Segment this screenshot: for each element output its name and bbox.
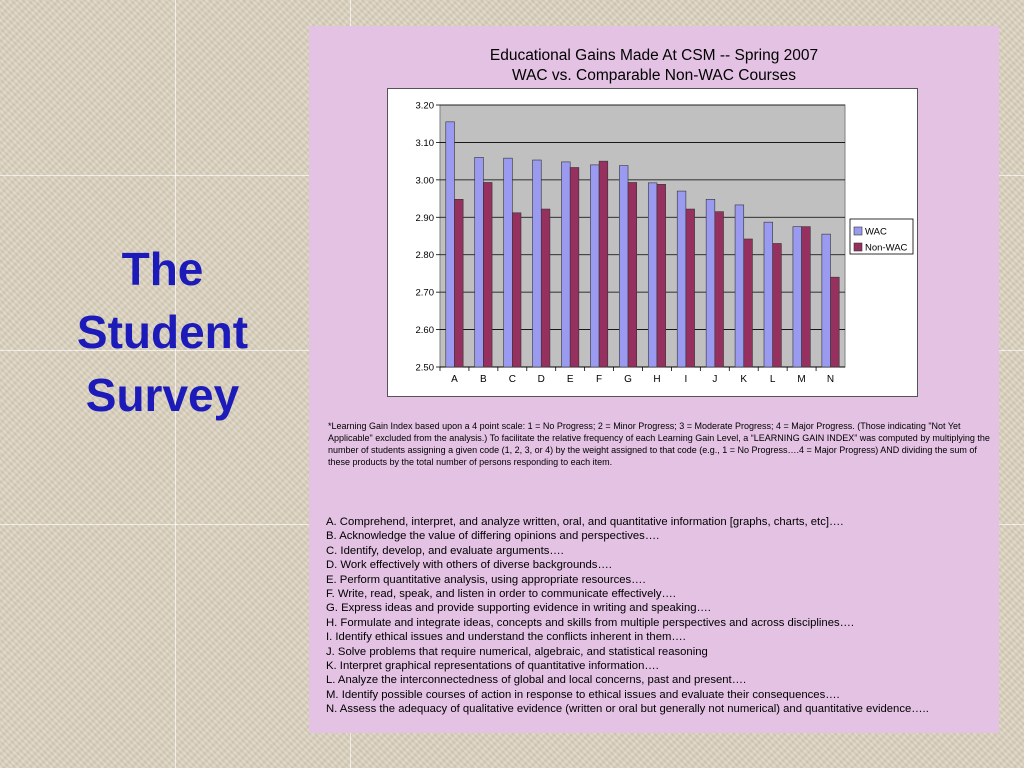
x-tick-label: A bbox=[451, 374, 458, 385]
bar-wac-E bbox=[561, 161, 571, 368]
bar-wac-C bbox=[503, 157, 513, 368]
x-tick-label: J bbox=[712, 374, 717, 385]
criteria-item: B. Acknowledge the value of differing op… bbox=[326, 530, 660, 543]
x-tick-label: D bbox=[538, 374, 545, 385]
x-tick-label: H bbox=[653, 374, 660, 385]
bar-non-wac-F bbox=[598, 160, 609, 368]
footnote: *Learning Gain Index based upon a 4 poin… bbox=[328, 421, 990, 467]
bar-wac-L bbox=[763, 221, 773, 368]
slide-title-line: The bbox=[121, 243, 204, 295]
x-tick-label: F bbox=[596, 374, 602, 385]
slide-title: The Student Survey bbox=[30, 238, 295, 427]
bar-non-wac-I bbox=[685, 208, 695, 368]
criteria-item: M. Identify possible courses of action i… bbox=[326, 688, 840, 701]
criteria-item: F. Write, read, speak, and listen in ord… bbox=[326, 587, 676, 600]
bar-non-wac-A bbox=[454, 199, 464, 368]
criteria-item: G. Express ideas and provide supporting … bbox=[326, 602, 711, 615]
x-tick-label: B bbox=[480, 374, 487, 385]
bar-chart: 2.50 2.60 2.70 2.80 2.90 3.00 3.10 3.20 A B C D E F G H… bbox=[416, 101, 914, 385]
legend-label: Non-WAC bbox=[865, 243, 908, 254]
y-tick-label: 2.50 bbox=[416, 363, 435, 374]
x-tick-label: L bbox=[770, 374, 776, 385]
legend-swatch bbox=[853, 242, 863, 252]
bar-non-wac-L bbox=[772, 243, 782, 368]
slide-title-line: Student bbox=[76, 306, 249, 358]
y-tick-label: 2.80 bbox=[416, 250, 435, 261]
bar-non-wac-J bbox=[714, 211, 724, 368]
bar-non-wac-C bbox=[512, 212, 522, 368]
bar-wac-J bbox=[705, 199, 716, 368]
bar-wac-D bbox=[532, 159, 542, 368]
y-tick-label: 3.00 bbox=[416, 175, 435, 186]
x-tick-label: K bbox=[740, 374, 747, 385]
criteria-item: K. Interpret graphical representations o… bbox=[326, 659, 659, 672]
x-tick-label: I bbox=[685, 374, 688, 385]
criteria-item: A. Comprehend, interpret, and analyze wr… bbox=[326, 516, 844, 528]
legend-swatch bbox=[853, 226, 863, 236]
chart-title: Educational Gains Made At CSM -- Spring … bbox=[489, 47, 819, 64]
y-tick-label: 2.70 bbox=[416, 288, 435, 299]
bar-non-wac-D bbox=[540, 208, 551, 368]
bar-wac-A bbox=[445, 121, 455, 368]
bar-non-wac-K bbox=[743, 238, 753, 368]
criteria-item: I. Identify ethical issues and understan… bbox=[326, 631, 686, 644]
slide-title-line: Survey bbox=[85, 369, 240, 421]
tile-seam bbox=[175, 0, 176, 768]
criteria-item: L. Analyze the interconnectedness of glo… bbox=[326, 674, 747, 687]
y-tick-label: 3.10 bbox=[416, 138, 435, 149]
plot-area bbox=[439, 104, 846, 368]
bar-non-wac-M bbox=[801, 226, 811, 368]
bar-non-wac-E bbox=[569, 167, 580, 368]
criteria-item: J. Solve problems that require numerical… bbox=[326, 645, 708, 658]
y-tick-label: 2.60 bbox=[416, 325, 435, 336]
bar-non-wac-B bbox=[483, 182, 493, 368]
x-tick-label: E bbox=[567, 374, 574, 385]
criteria-list: A. Comprehend, interpret, and analyze wr… bbox=[326, 515, 996, 716]
bar-wac-H bbox=[647, 182, 658, 368]
bar-wac-N bbox=[821, 233, 831, 368]
y-tick-label: 2.90 bbox=[416, 213, 435, 224]
x-tick-label: N bbox=[827, 374, 834, 385]
bar-non-wac-N bbox=[830, 276, 840, 368]
chart-subtitle: WAC vs. Comparable Non-WAC Courses bbox=[512, 67, 796, 84]
bar-wac-I bbox=[676, 190, 687, 368]
bar-wac-M bbox=[792, 226, 802, 368]
legend-label: WAC bbox=[865, 227, 887, 238]
x-tick-label: C bbox=[509, 374, 516, 385]
bar-wac-G bbox=[619, 165, 629, 368]
criteria-item: D. Work effectively with others of diver… bbox=[326, 559, 612, 572]
criteria-item: C. Identify, develop, and evaluate argum… bbox=[326, 544, 564, 557]
chart-frame: 2.50 2.60 2.70 2.80 2.90 3.00 3.10 3.20 A B C D E F G H… bbox=[387, 88, 918, 397]
bar-wac-B bbox=[474, 157, 484, 368]
bar-non-wac-H bbox=[656, 184, 666, 368]
criteria-item: N. Assess the adequacy of qualitative ev… bbox=[326, 703, 929, 716]
criteria-item: E. Perform quantitative analysis, using … bbox=[326, 573, 646, 586]
x-tick-label: G bbox=[624, 374, 632, 385]
bar-wac-K bbox=[734, 204, 745, 368]
x-tick-label: M bbox=[797, 374, 805, 385]
criteria-item: H. Formulate and integrate ideas, concep… bbox=[326, 616, 855, 629]
y-tick-label: 3.20 bbox=[416, 101, 435, 112]
bar-non-wac-G bbox=[627, 182, 638, 368]
content-panel: Educational Gains Made At CSM -- Spring … bbox=[309, 26, 999, 733]
bar-wac-F bbox=[590, 164, 600, 368]
